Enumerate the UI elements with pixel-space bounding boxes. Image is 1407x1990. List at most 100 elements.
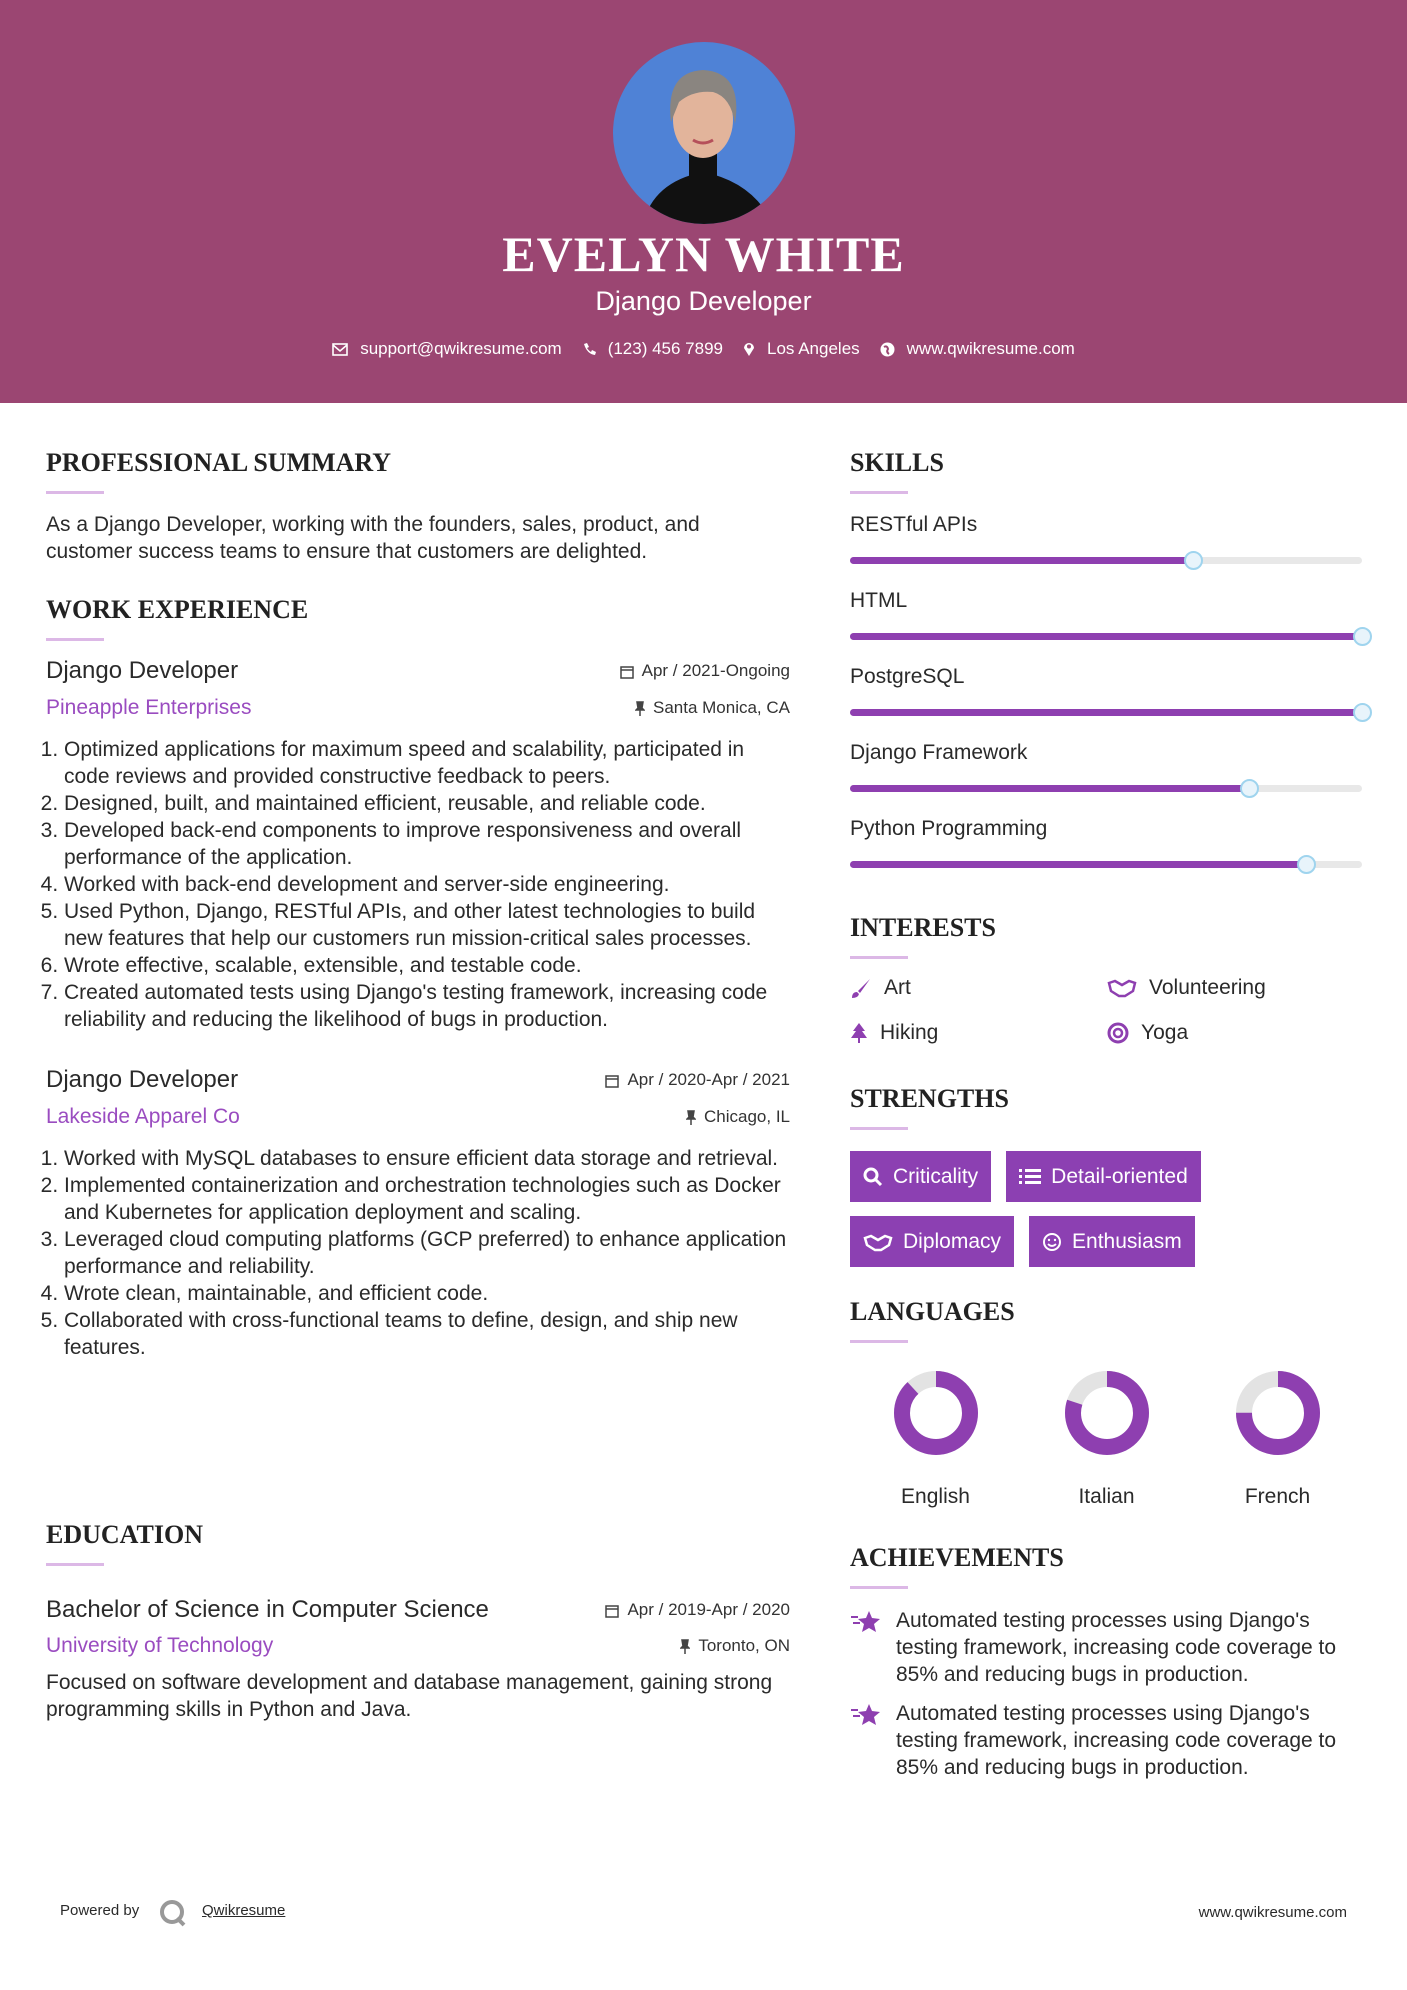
phone-icon <box>583 343 596 355</box>
brand-link[interactable]: Qwikresume <box>202 1902 286 1919</box>
location-meta: Chicago, IL <box>686 1102 790 1132</box>
summary-text: As a Django Developer, working with the … <box>46 513 700 563</box>
section-heading: EDUCATION <box>46 1520 203 1549</box>
skill-fill <box>850 633 1362 640</box>
skill-fill <box>850 861 1306 868</box>
skill-track <box>850 551 1362 570</box>
section-heading: ACHIEVEMENTS <box>850 1543 1064 1572</box>
company: Pineapple Enterprises <box>46 696 252 719</box>
language: French <box>1192 1365 1363 1511</box>
profile-photo <box>613 42 795 224</box>
section-heading: PROFESSIONAL SUMMARY <box>46 448 392 477</box>
strength-name: Detail-oriented <box>1051 1164 1188 1188</box>
skill-fill <box>850 709 1362 716</box>
location: Santa Monica, CA <box>652 698 790 717</box>
footer: Powered by Qwikresume www.qwikresume.com <box>0 1900 1407 1927</box>
location-meta: Santa Monica, CA <box>634 693 790 723</box>
skill-fill <box>850 557 1194 564</box>
date: Apr / 2020-Apr / 2021 <box>627 1070 790 1089</box>
job-title: Django Developer <box>595 286 812 316</box>
contact-row: support@qwikresume.com (123) 456 7899 Lo… <box>0 337 1407 361</box>
heading-underline <box>850 1586 908 1589</box>
strength-list: Criticality Detail-oriented Diplomacy Enthu… <box>850 1151 1310 1267</box>
date: Apr / 2019-Apr / 2020 <box>627 1600 790 1619</box>
skill-name: RESTful APIs <box>850 513 978 536</box>
language-name: Italian <box>1078 1485 1135 1508</box>
strength-tag: Detail-oriented <box>1006 1151 1201 1202</box>
school-row: University of Technology Toronto, ON <box>46 1631 790 1661</box>
achievements-section: ACHIEVEMENTS Automated testing processes… <box>850 1542 1363 1781</box>
language-name: English <box>901 1485 970 1508</box>
heading-underline <box>46 491 104 494</box>
strength-name: Criticality <box>893 1164 979 1188</box>
interest: Art <box>850 974 1107 1002</box>
bullet: Implemented containerization and orchest… <box>64 1172 790 1226</box>
powered-by: Powered by <box>60 1902 140 1919</box>
interest: Yoga <box>1107 1019 1364 1047</box>
skill-knob <box>1296 855 1316 874</box>
footer-website: www.qwikresume.com <box>1198 1904 1347 1921</box>
bullet: Worked with back-end development and ser… <box>64 871 790 898</box>
phone: (123) 456 7899 <box>607 339 724 358</box>
job-title-row: Django Developer Apr / 2020-Apr / 2021 <box>46 1065 790 1095</box>
location: Toronto, ON <box>698 1636 790 1655</box>
globe-icon <box>880 342 895 356</box>
skill-knob <box>1184 551 1204 570</box>
interest: Hiking <box>850 1019 1107 1047</box>
section-heading: INTERESTS <box>850 913 996 942</box>
location-icon <box>744 343 755 356</box>
degree: Bachelor of Science in Computer Science <box>46 1596 489 1623</box>
education-section: EDUCATION Bachelor of Science in Compute… <box>46 1519 790 1723</box>
header: EVELYN WHITE Django Developer support@qw… <box>0 0 1407 403</box>
skill-name: Python Programming <box>850 817 1048 840</box>
achievement: Automated testing processes using Django… <box>850 1607 1370 1688</box>
location: Los Angeles <box>767 339 860 358</box>
heading-underline <box>850 956 908 959</box>
strength-tag: Criticality <box>850 1151 992 1202</box>
skill-track <box>850 779 1362 798</box>
interest-list: Art Volunteering Hiking Yoga <box>850 974 1363 1047</box>
language-donut <box>1235 1371 1320 1455</box>
skill: Python Programming <box>850 815 1363 874</box>
heading-underline <box>850 491 908 494</box>
skill-name: Django Framework <box>850 741 1028 764</box>
language-name: French <box>1244 1485 1311 1508</box>
education-description: Focused on software development and data… <box>46 1671 773 1721</box>
job-title-row: Django Developer Apr / 2021-Ongoing <box>46 656 790 686</box>
achievement-text: Automated testing processes using Django… <box>896 1609 1337 1686</box>
donut-fill <box>893 1371 978 1455</box>
job-title: Django Developer <box>46 1066 239 1093</box>
language: Italian <box>1021 1365 1192 1511</box>
date-meta: Apr / 2019-Apr / 2020 <box>605 1595 790 1625</box>
heading-underline <box>850 1127 908 1130</box>
job-title: Django Developer <box>46 657 239 684</box>
section-heading: SKILLS <box>850 448 944 477</box>
strength-name: Diplomacy <box>903 1229 1002 1253</box>
strength-tag: Diplomacy <box>850 1216 1015 1267</box>
company: Lakeside Apparel Co <box>46 1105 240 1128</box>
achievement: Automated testing processes using Django… <box>850 1700 1370 1781</box>
bullet-list: Worked with MySQL databases to ensure ef… <box>46 1145 790 1361</box>
skill: PostgreSQL <box>850 663 1372 722</box>
donut-fill <box>1064 1371 1149 1455</box>
bullet: Wrote clean, maintainable, and efficient… <box>64 1280 790 1307</box>
email-icon <box>332 342 348 356</box>
strength-name: Enthusiasm <box>1072 1229 1182 1253</box>
location: Chicago, IL <box>704 1107 790 1126</box>
skill-track <box>850 627 1372 646</box>
language-donut <box>893 1371 978 1455</box>
school: University of Technology <box>46 1634 274 1657</box>
location-meta: Toronto, ON <box>680 1631 790 1661</box>
skills-section: SKILLS RESTful APIs HTML PostgreSQL Django … <box>850 447 1372 874</box>
company-row: Lakeside Apparel Co Chicago, IL <box>46 1102 790 1132</box>
summary-section: PROFESSIONAL SUMMARY As a Django Develop… <box>46 447 790 565</box>
skill: Django Framework <box>850 739 1363 798</box>
section-heading: LANGUAGES <box>850 1297 1015 1326</box>
bullet: Optimized applications for maximum speed… <box>64 736 790 790</box>
bullet: Worked with MySQL databases to ensure ef… <box>64 1145 790 1172</box>
interest: Volunteering <box>1107 974 1364 1002</box>
language-list: English Italian French <box>850 1365 1363 1511</box>
language: English <box>850 1365 1021 1511</box>
date: Apr / 2021-Ongoing <box>641 661 790 680</box>
skill-name: HTML <box>850 589 908 612</box>
